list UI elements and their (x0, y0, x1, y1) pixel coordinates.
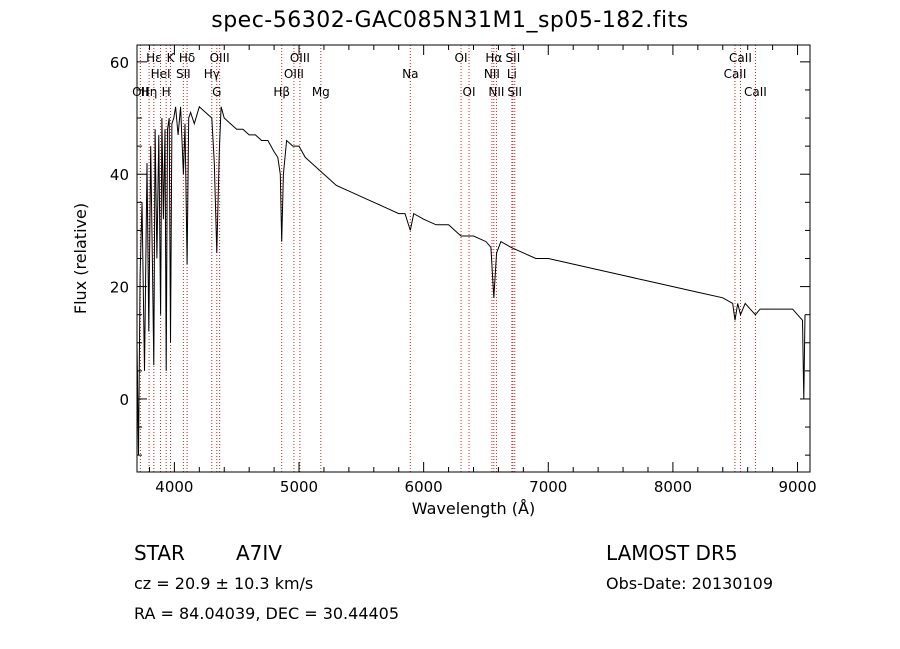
line-label-26: CaII (744, 85, 767, 99)
chart-title: spec-56302-GAC085N31M1_sp05-182.fits (211, 8, 689, 33)
line-label-17: OI (463, 85, 476, 99)
line-label-24: CaII (724, 67, 747, 81)
line-label-10: OIII (210, 51, 230, 65)
x-tick-label: 6000 (405, 478, 443, 496)
spectrum-line (136, 105, 806, 456)
coordinates-text: RA = 84.04039, DEC = 30.44405 (134, 604, 400, 623)
line-label-21: Li (507, 67, 517, 81)
x-tick-label: 7000 (529, 478, 567, 496)
y-tick-label: 0 (119, 391, 129, 409)
line-label-9: G (212, 85, 221, 99)
line-label-0: OII (132, 85, 149, 99)
line-label-11: Hβ (273, 85, 290, 99)
line-label-16: OI (455, 51, 468, 65)
line-label-19: Hα (485, 51, 502, 65)
line-label-23: SII (507, 85, 522, 99)
x-tick-label: 4000 (155, 478, 193, 496)
obs-date-text: Obs-Date: 20130109 (606, 574, 774, 593)
y-tick-label: 60 (110, 54, 129, 72)
line-label-25: CaII (729, 51, 752, 65)
line-label-13: OIII (290, 51, 310, 65)
plot-frame (136, 44, 811, 473)
object-class: STAR (134, 541, 185, 565)
line-label-4: H (162, 85, 171, 99)
x-axis-label: Wavelength (Å) (412, 499, 535, 518)
line-label-2: Hε (146, 51, 162, 65)
line-label-5: K (167, 51, 176, 65)
y-tick-label: 40 (110, 166, 129, 184)
line-label-7: Hδ (179, 51, 195, 65)
line-label-22: SII (506, 51, 521, 65)
x-tick-label: 8000 (654, 478, 692, 496)
x-tick-label: 9000 (778, 478, 816, 496)
line-label-18: NII (484, 67, 500, 81)
x-tick-label: 5000 (280, 478, 318, 496)
line-label-20: NII (488, 85, 504, 99)
line-label-8: Hγ (204, 67, 220, 81)
line-label-6: SII (176, 67, 191, 81)
line-label-15: Na (402, 67, 418, 81)
survey-label: LAMOST DR5 (606, 541, 738, 565)
redshift-text: cz = 20.9 ± 10.3 km/s (134, 574, 314, 593)
object-subclass: A7IV (236, 541, 282, 565)
line-label-1: Hη (141, 85, 158, 99)
line-label-12: OIII (284, 67, 304, 81)
y-tick-label: 20 (110, 279, 129, 297)
line-label-3: HeI (151, 67, 171, 81)
line-label-14: Mg (312, 85, 330, 99)
y-axis-label: Flux (relative) (71, 203, 90, 314)
